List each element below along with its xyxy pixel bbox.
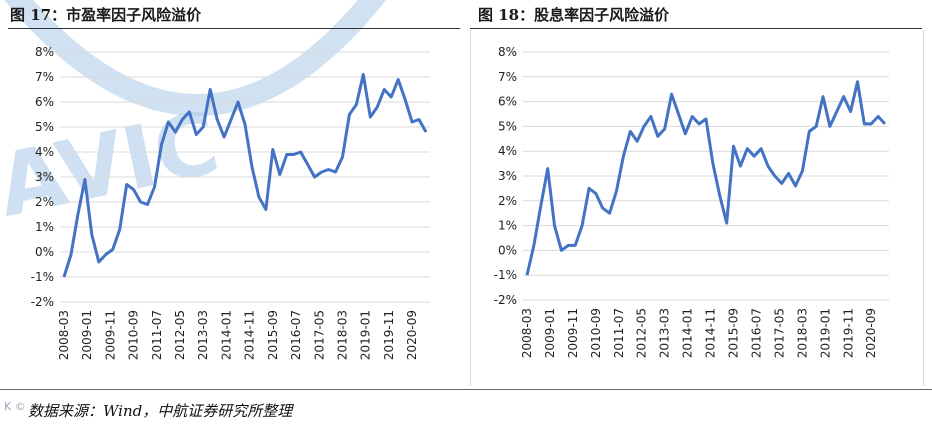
x-tick-label: 2016-07: [289, 310, 303, 360]
chart-svg-17: -2% -1% 0% 1% 2% 3% 4% 5% 6% 7% 8% 2008-03 2009-01 20…: [31, 45, 430, 360]
x-tick-label: 2009-11: [103, 310, 117, 360]
series-line: [525, 80, 887, 276]
y-tick-label: -1%: [494, 268, 517, 282]
x-tick-label: 2013-03: [196, 310, 210, 360]
corner-mark: K ©: [4, 400, 26, 413]
x-tick-label: 2019-11: [841, 308, 855, 358]
x-tick-label: 2010-09: [589, 308, 603, 358]
y-tick-label: 6%: [498, 95, 517, 109]
x-tick-label: 2012-05: [173, 310, 187, 360]
y-tick-label: 3%: [35, 170, 54, 184]
y-tick-label: 2%: [498, 194, 517, 208]
y-tick-label: -2%: [31, 295, 54, 309]
x-tick-label: 2019-01: [359, 310, 373, 360]
y-tick-label: 5%: [498, 119, 517, 133]
y-tick-label: 4%: [35, 145, 54, 159]
x-tick-label: 2008-03: [520, 308, 534, 358]
x-tick-label: 2017-05: [772, 308, 786, 358]
y-tick-label: 1%: [498, 219, 517, 233]
y-tick-label: 8%: [35, 45, 54, 59]
x-tick-label: 2015-09: [266, 310, 280, 360]
y-tick-label: 7%: [498, 70, 517, 84]
bottom-rule: [0, 389, 932, 390]
y-tick-label: 3%: [498, 169, 517, 183]
y-tick-label: 1%: [35, 220, 54, 234]
y-tick-label: 6%: [35, 95, 54, 109]
chart-panel-18: -2% -1% 0% 1% 2% 3% 4% 5% 6% 7% 8% 2008-03 2009-01 20…: [470, 30, 924, 386]
x-tick-label: 2014-11: [243, 310, 257, 360]
chart-title-18: 图 18：股息率因子风险溢价: [478, 6, 670, 24]
y-tick-label: 0%: [498, 243, 517, 257]
y-tick-label: 2%: [35, 195, 54, 209]
x-tick-label: 2014-01: [219, 310, 233, 360]
title-rule-18: [470, 28, 922, 29]
x-tick-label: 2019-01: [818, 308, 832, 358]
x-tick-label: 2009-01: [80, 310, 94, 360]
x-tick-label: 2014-01: [681, 308, 695, 358]
source-note: 数据来源：Wind，中航证券研究所整理: [28, 402, 293, 420]
x-tick-label: 2009-01: [543, 308, 557, 358]
x-tick-label: 2012-05: [635, 308, 649, 358]
chart-svg-18: -2% -1% 0% 1% 2% 3% 4% 5% 6% 7% 8% 2008-03 2009-01 20…: [494, 45, 889, 358]
series-line: [62, 73, 428, 278]
x-tick-label: 2015-09: [727, 308, 741, 358]
x-tick-label: 2019-11: [382, 310, 396, 360]
y-tick-label: 7%: [35, 70, 54, 84]
x-tick-label: 2020-09: [864, 308, 878, 358]
x-tick-label: 2016-07: [749, 308, 763, 358]
chart-title-17: 图 17：市盈率因子风险溢价: [10, 6, 202, 24]
y-tick-label: -2%: [494, 293, 517, 307]
y-tick-label: 0%: [35, 245, 54, 259]
x-tick-label: 2018-03: [335, 310, 349, 360]
chart-panel-17: -2% -1% 0% 1% 2% 3% 4% 5% 6% 7% 8% 2008-03 2009-01 20…: [8, 30, 460, 386]
x-tick-label: 2017-05: [312, 310, 326, 360]
y-tick-label: 5%: [35, 120, 54, 134]
x-tick-label: 2020-09: [405, 310, 419, 360]
x-tick-label: 2011-07: [150, 310, 164, 360]
y-tick-label: -1%: [31, 270, 54, 284]
x-tick-label: 2009-11: [566, 308, 580, 358]
x-tick-label: 2008-03: [57, 310, 71, 360]
x-tick-label: 2018-03: [795, 308, 809, 358]
y-tick-label: 8%: [498, 45, 517, 59]
x-tick-label: 2011-07: [612, 308, 626, 358]
x-tick-label: 2013-03: [658, 308, 672, 358]
title-rule-17: [8, 28, 460, 29]
x-tick-label: 2010-09: [127, 310, 141, 360]
y-tick-label: 4%: [498, 144, 517, 158]
x-tick-label: 2014-11: [704, 308, 718, 358]
